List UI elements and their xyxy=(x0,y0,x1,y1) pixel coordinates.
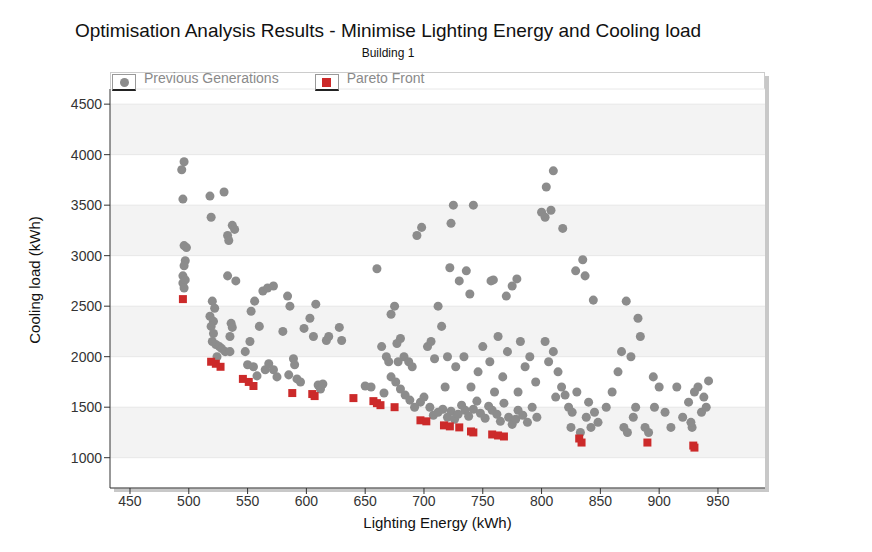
html-text:Optimisation Analysis Results: Optimisation Analysis Results - Minimise… xyxy=(74,20,702,41)
svg-text:1000: 1000 xyxy=(71,450,102,466)
svg-text:1500: 1500 xyxy=(71,399,102,415)
svg-text:950: 950 xyxy=(706,493,730,509)
html-text:Cooling load (kWh): Cooling load (kWh) xyxy=(25,216,43,344)
svg-text:3500: 3500 xyxy=(71,197,102,213)
html-text:Previous Generations: Previous Generations xyxy=(144,69,279,86)
svg-text:900: 900 xyxy=(647,493,671,509)
svg-text:850: 850 xyxy=(589,493,613,509)
svg-text:600: 600 xyxy=(295,493,319,509)
html-text:Building 1: Building 1 xyxy=(361,46,415,60)
svg-text:2500: 2500 xyxy=(71,298,102,314)
svg-text:450: 450 xyxy=(118,493,142,509)
svg-text:700: 700 xyxy=(412,493,436,509)
svg-text:750: 750 xyxy=(471,493,495,509)
svg-text:2000: 2000 xyxy=(71,349,102,365)
svg-text:650: 650 xyxy=(353,493,377,509)
svg-text:3000: 3000 xyxy=(71,248,102,264)
svg-text:500: 500 xyxy=(177,493,201,509)
svg-text:550: 550 xyxy=(236,493,260,509)
html-text:Pareto Front: Pareto Front xyxy=(346,69,425,86)
html-text:Lighting Energy (kWh): Lighting Energy (kWh) xyxy=(363,514,512,531)
svg-text:4500: 4500 xyxy=(71,96,102,112)
svg-text:800: 800 xyxy=(530,493,554,509)
svg-text:4000: 4000 xyxy=(71,147,102,163)
